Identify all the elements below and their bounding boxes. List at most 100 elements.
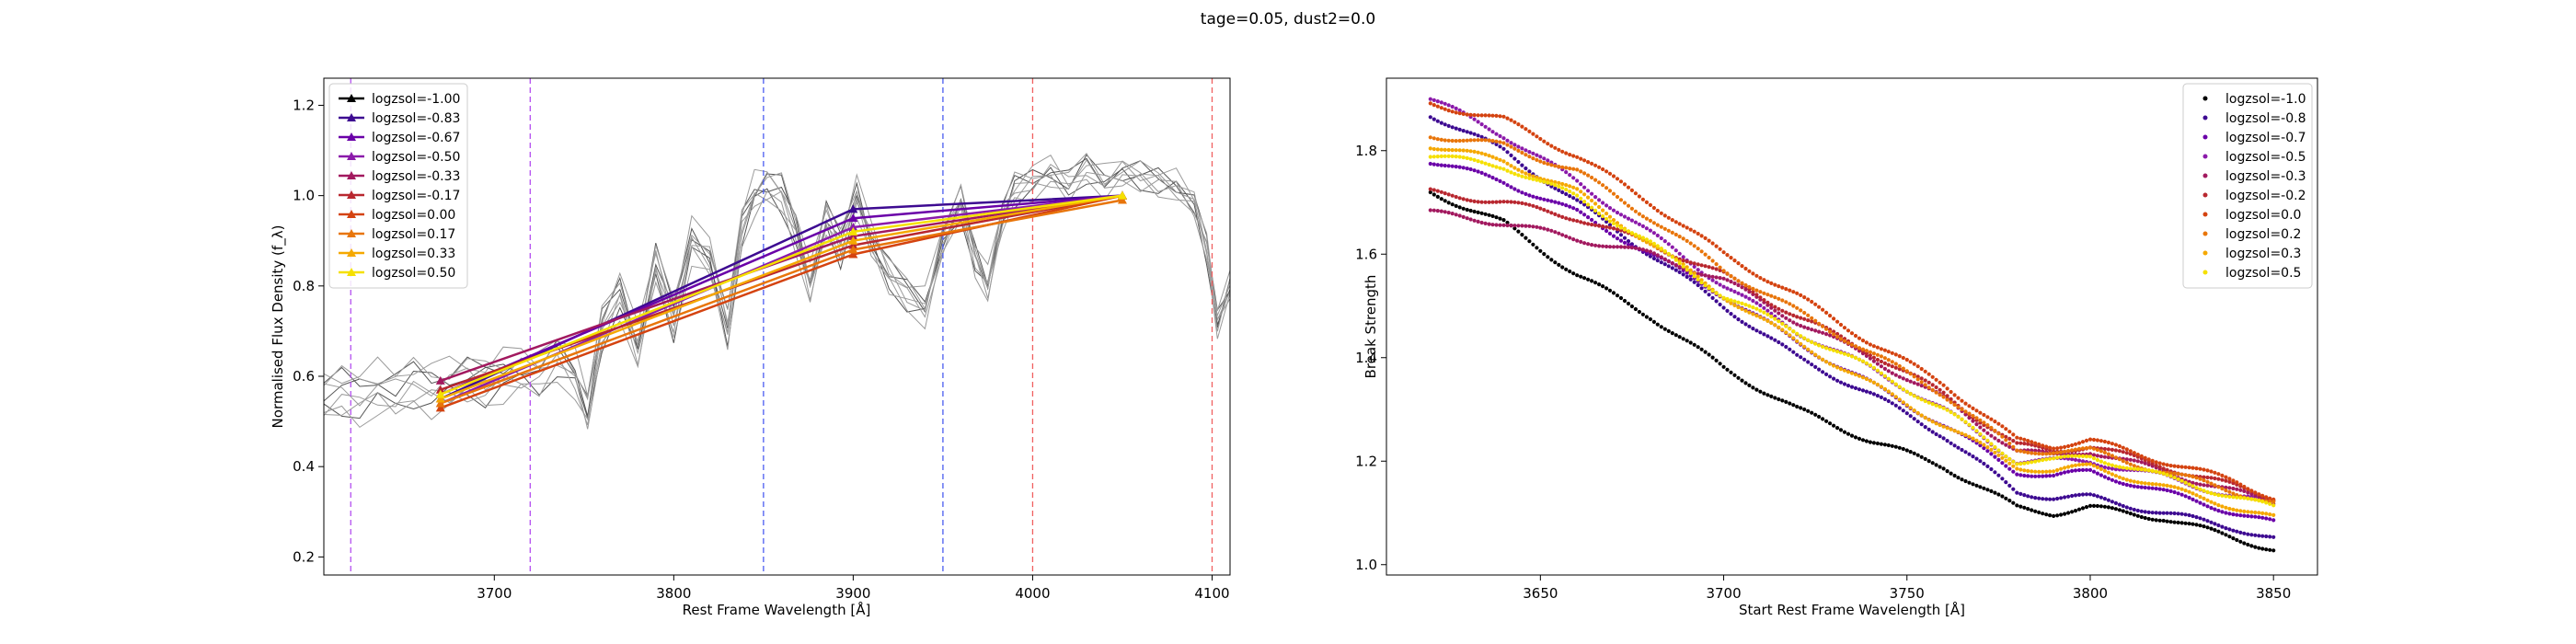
data-point (2030, 460, 2034, 465)
data-point (2246, 532, 2250, 536)
data-point (1648, 249, 1652, 254)
data-point (1677, 335, 1682, 339)
data-point (2168, 489, 2173, 494)
data-point (2216, 503, 2221, 508)
data-point (2257, 515, 2261, 520)
data-point (1524, 166, 1528, 171)
data-point (2070, 448, 2075, 453)
data-point (1897, 354, 1902, 359)
data-point (1531, 174, 1535, 178)
y-tick-label: 0.4 (293, 458, 315, 475)
data-point (1428, 161, 1432, 167)
data-point (1512, 120, 1517, 124)
data-point (1450, 202, 1455, 207)
data-point (1780, 285, 1785, 290)
data-point (1439, 154, 1443, 158)
data-point (1673, 248, 1678, 253)
data-point (2246, 542, 2250, 547)
data-point (1882, 348, 1887, 352)
data-point (1838, 428, 1844, 432)
data-point (1890, 443, 1894, 448)
data-point (2110, 472, 2114, 477)
data-point (2249, 497, 2254, 501)
data-point (2117, 475, 2122, 479)
data-point (2073, 493, 2078, 498)
data-point (2084, 462, 2089, 466)
data-point (1923, 425, 1927, 430)
data-point (1662, 257, 1667, 261)
data-point (1784, 399, 1788, 404)
data-point (2080, 506, 2086, 511)
data-point (2132, 464, 2136, 468)
data-point (2063, 444, 2067, 449)
data-point (1791, 329, 1796, 334)
data-point (1575, 273, 1580, 278)
data-point (2121, 481, 2125, 487)
series-marker (848, 223, 858, 231)
data-point (2224, 475, 2228, 479)
data-point (1593, 243, 1598, 247)
data-point (1498, 144, 1502, 149)
data-point (1479, 122, 1484, 127)
data-point (1824, 332, 1829, 337)
data-point (1571, 176, 1576, 180)
data-point (2018, 449, 2023, 454)
data-point (2216, 485, 2221, 489)
data-point (1864, 340, 1869, 345)
data-point (1795, 352, 1800, 357)
data-point (2030, 474, 2034, 478)
data-point (1524, 153, 1528, 157)
data-point (2117, 449, 2122, 454)
data-point (1542, 226, 1547, 231)
data-point (2176, 472, 2180, 477)
legend-marker (347, 94, 356, 102)
data-point (1622, 214, 1627, 219)
data-point (1546, 198, 1550, 202)
legend-entry: logzsol=-0.67 (372, 131, 460, 145)
data-point (1926, 385, 1931, 390)
data-point (2037, 469, 2041, 474)
data-point (1696, 262, 1700, 267)
data-point (2135, 508, 2140, 513)
data-point (2238, 482, 2243, 487)
data-point (1688, 241, 1693, 246)
data-point (2260, 493, 2265, 499)
data-point (1758, 389, 1763, 394)
data-point (1487, 138, 1491, 143)
data-point (1721, 364, 1726, 369)
data-point (1531, 177, 1535, 181)
data-point (1681, 337, 1685, 341)
data-point (2066, 511, 2071, 515)
data-point (1546, 162, 1550, 167)
data-point (2135, 459, 2140, 464)
legend-entry: logzsol=0.2 (2225, 227, 2301, 242)
data-point (1879, 359, 1883, 364)
data-point (1509, 118, 1513, 122)
data-point (1919, 376, 1924, 381)
data-point (1446, 154, 1451, 158)
data-point (2168, 464, 2173, 468)
data-point (2220, 531, 2225, 535)
data-point (2106, 440, 2110, 445)
data-point (1618, 179, 1624, 184)
data-point (2033, 496, 2038, 500)
data-point (1780, 328, 1785, 332)
data-point (1780, 342, 1785, 347)
data-point (1978, 459, 1983, 464)
data-point (1857, 436, 1862, 441)
data-point (1740, 264, 1744, 269)
data-point (2260, 546, 2265, 551)
data-point (1520, 146, 1524, 151)
data-point (1806, 318, 1811, 323)
data-point (2070, 443, 2075, 448)
data-point (1512, 224, 1517, 228)
data-point (1967, 404, 1972, 408)
data-point (2007, 441, 2012, 446)
data-point (1454, 126, 1458, 131)
data-point (2220, 473, 2225, 478)
data-point (1648, 218, 1652, 223)
data-point (2202, 478, 2206, 483)
data-point (1915, 420, 1920, 424)
data-point (2018, 473, 2023, 477)
data-point (1860, 359, 1866, 363)
